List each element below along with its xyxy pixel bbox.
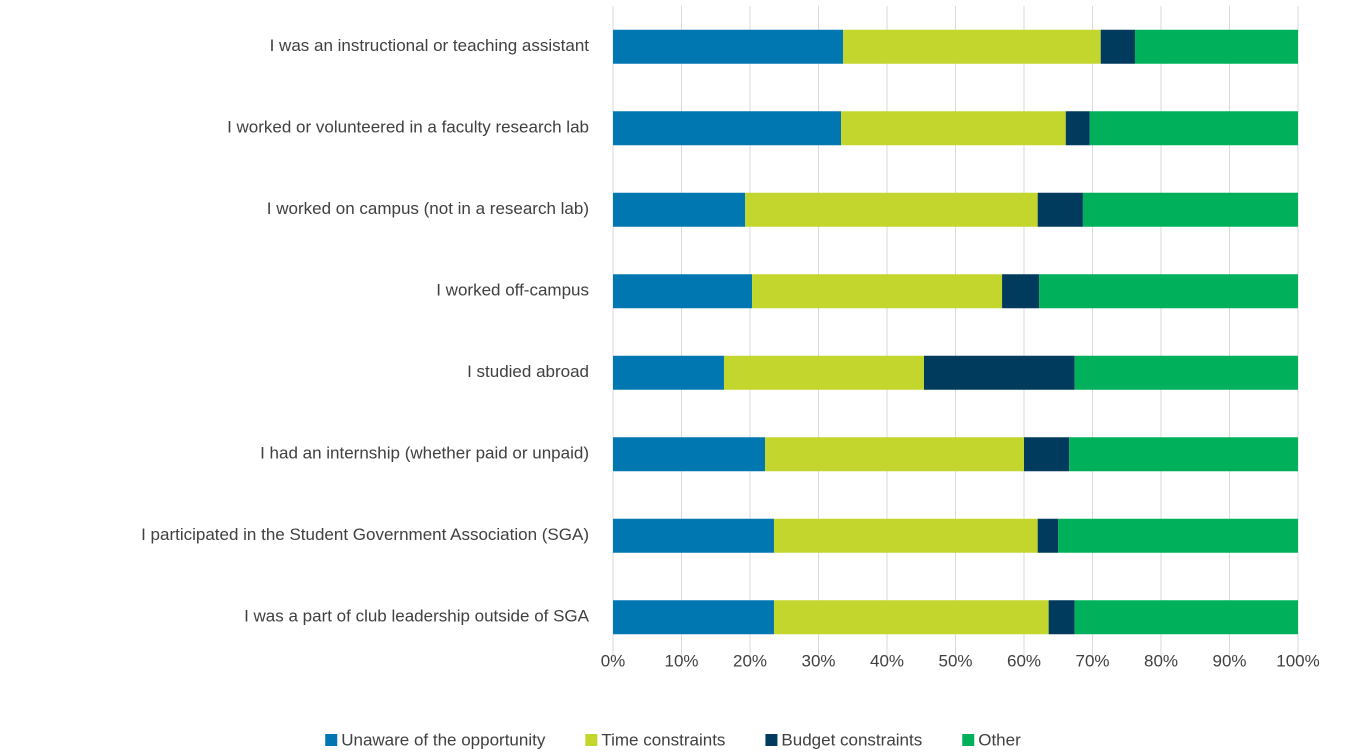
bar-segment — [843, 29, 1101, 64]
bar-segment — [1065, 111, 1090, 146]
legend-label: Other — [978, 730, 1021, 749]
x-tick-label: 10% — [664, 651, 698, 670]
x-tick-label: 100% — [1276, 651, 1319, 670]
bar-segment — [1037, 518, 1059, 553]
x-tick-label: 50% — [938, 651, 972, 670]
bar-segment — [1039, 274, 1298, 309]
y-tick-label: I worked or volunteered in a faculty res… — [227, 118, 589, 137]
bar-segment — [773, 518, 1038, 553]
y-tick-label: I studied abroad — [467, 362, 589, 381]
bar-segment — [1024, 437, 1070, 472]
bar-segment — [613, 518, 774, 553]
bar-segment — [1037, 192, 1083, 227]
legend-swatch — [585, 734, 598, 746]
bar-segment — [1069, 437, 1298, 472]
x-tick-label: 20% — [733, 651, 767, 670]
x-tick-label: 0% — [601, 651, 626, 670]
bar-segment — [1002, 274, 1040, 309]
bar-segment — [923, 355, 1075, 390]
y-tick-label: I was an instructional or teaching assis… — [270, 36, 590, 55]
x-tick-label: 30% — [801, 651, 835, 670]
legend-label: Time constraints — [601, 730, 725, 749]
bar-segment — [841, 111, 1066, 146]
bar-segment — [613, 111, 842, 146]
x-tick-label: 60% — [1007, 651, 1041, 670]
bar-segment — [613, 437, 766, 472]
legend-label: Budget constraints — [781, 730, 922, 749]
x-tick-label: 90% — [1212, 651, 1246, 670]
bar-segment — [723, 355, 924, 390]
x-tick-label: 40% — [870, 651, 904, 670]
bar-segment — [773, 600, 1049, 635]
bar-segment — [765, 437, 1024, 472]
legend-swatch — [325, 734, 338, 746]
x-tick-label: 80% — [1144, 651, 1178, 670]
legend-swatch — [765, 734, 778, 746]
y-tick-label: I had an internship (whether paid or unp… — [260, 444, 589, 463]
bar-segment — [1074, 600, 1298, 635]
bar-segment — [613, 29, 844, 64]
bar-segment — [1082, 192, 1298, 227]
y-tick-label: I worked off-campus — [436, 281, 589, 300]
bar-segment — [1058, 518, 1298, 553]
bar-segment — [613, 192, 746, 227]
bar-segment — [1100, 29, 1135, 64]
legend-label: Unaware of the opportunity — [341, 730, 546, 749]
bar-segment — [613, 355, 724, 390]
bar-segment — [1048, 600, 1075, 635]
y-tick-label: I was a part of club leadership outside … — [244, 607, 590, 626]
bar-segment — [752, 274, 1003, 309]
legend-swatch — [962, 734, 975, 746]
bar-segment — [1074, 355, 1298, 390]
y-tick-label: I worked on campus (not in a research la… — [267, 199, 589, 218]
bar-segment — [613, 600, 774, 635]
x-tick-label: 70% — [1075, 651, 1109, 670]
bar-segment — [1134, 29, 1298, 64]
bar-segment — [613, 274, 753, 309]
y-tick-label: I participated in the Student Government… — [141, 525, 589, 544]
bar-segment — [745, 192, 1038, 227]
bar-segment — [1089, 111, 1298, 146]
